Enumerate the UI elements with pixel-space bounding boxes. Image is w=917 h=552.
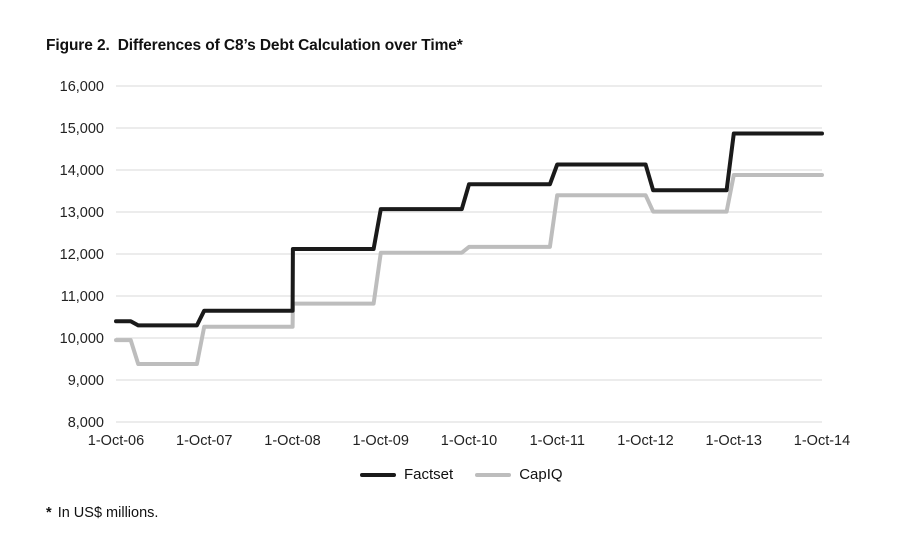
footnote-text: In US$ millions. xyxy=(57,505,159,521)
y-tick-label: 14,000 xyxy=(60,163,104,179)
x-tick-label: 1-Oct-09 xyxy=(353,433,409,449)
x-tick-label: 1-Oct-14 xyxy=(794,433,850,449)
y-tick-label: 10,000 xyxy=(60,331,104,347)
legend-label-capiq: CapIQ xyxy=(519,466,563,483)
y-tick-label: 8,000 xyxy=(68,415,104,431)
y-tick-label: 15,000 xyxy=(60,121,104,137)
series-line-factset xyxy=(114,131,824,328)
figure-label: Figure 2. xyxy=(46,37,110,54)
y-tick-label: 16,000 xyxy=(60,79,104,95)
legend-swatch-factset xyxy=(360,472,396,477)
y-tick-label: 9,000 xyxy=(68,373,104,389)
x-tick-label: 1-Oct-11 xyxy=(530,433,585,449)
series-line-capiq xyxy=(114,173,824,366)
line-chart: 8,000 9,000 10,000 11,000 12,000 13,000 14,000… xyxy=(60,79,851,449)
y-tick-label: 13,000 xyxy=(60,205,104,221)
x-tick-label: 1-Oct-08 xyxy=(264,433,320,449)
legend-item-capiq: CapIQ xyxy=(475,466,563,483)
chart-legend: Factset CapIQ xyxy=(360,466,585,483)
footnote-marker: * xyxy=(46,505,52,521)
y-tick-label: 12,000 xyxy=(60,247,104,263)
x-tick-label: 1-Oct-13 xyxy=(706,433,762,449)
legend-item-factset: Factset xyxy=(360,466,453,483)
x-tick-label: 1-Oct-12 xyxy=(617,433,673,449)
y-tick-label: 11,000 xyxy=(61,289,104,305)
x-tick-label: 1-Oct-10 xyxy=(441,433,497,449)
x-tick-label: 1-Oct-07 xyxy=(176,433,232,449)
legend-label-factset: Factset xyxy=(404,466,454,483)
title-text: Differences of C8’s Debt Calculation ove… xyxy=(117,37,463,54)
footnote: * In US$ millions. xyxy=(46,505,158,521)
x-tick-label: 1-Oct-06 xyxy=(88,433,144,449)
legend-swatch-capiq xyxy=(475,472,512,477)
chart-title: Figure 2. Differences of C8’s Debt Calcul… xyxy=(46,37,463,55)
